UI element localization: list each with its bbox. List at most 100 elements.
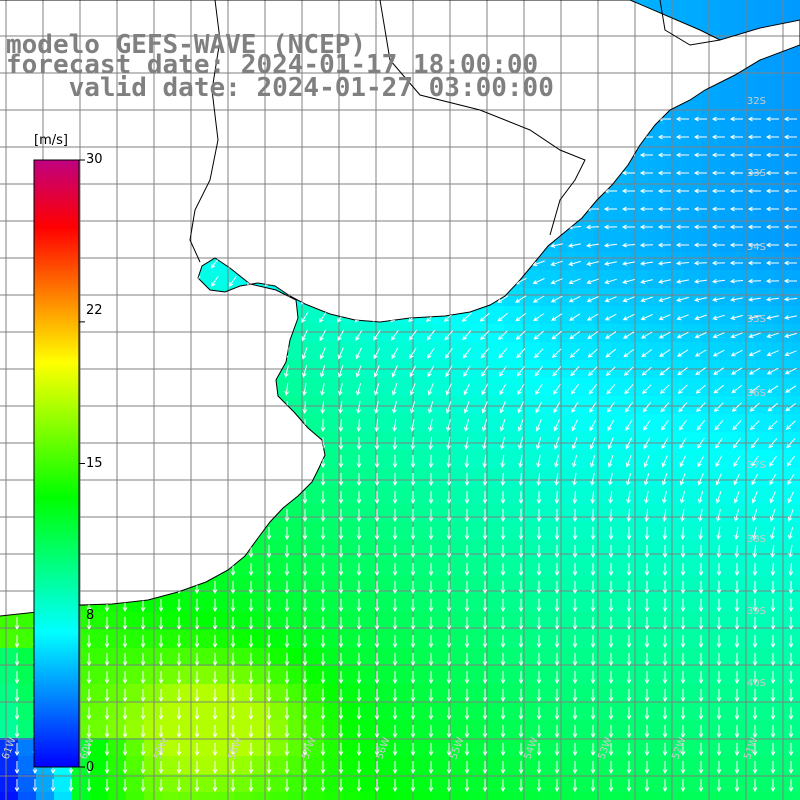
wind-speed-cell — [450, 738, 469, 757]
wind-speed-cell — [558, 630, 577, 649]
wind-arrow — [662, 779, 668, 793]
wind-arrow — [572, 779, 578, 793]
wind-arrow — [680, 635, 686, 649]
wind-arrow — [320, 509, 326, 523]
wind-arrow — [662, 671, 668, 685]
wind-arrow — [644, 707, 650, 721]
wind-speed-cell — [324, 594, 343, 613]
wind-speed-cell — [594, 504, 613, 523]
wind-arrow — [320, 599, 326, 613]
wind-arrow — [748, 350, 761, 357]
wind-arrow — [320, 743, 326, 757]
wind-arrow — [662, 509, 667, 522]
wind-speed-cell — [432, 738, 451, 757]
wind-arrow — [554, 490, 560, 505]
wind-speed-cell — [648, 648, 667, 667]
wind-speed-cell — [522, 774, 541, 793]
wind-arrow — [639, 188, 653, 194]
wind-arrow — [554, 581, 560, 595]
wind-speed-cell — [450, 612, 469, 631]
wind-arrow — [662, 707, 668, 721]
wind-speed-cell — [540, 774, 559, 793]
wind-speed-cell — [198, 648, 217, 667]
wind-speed-cell — [432, 450, 451, 469]
wind-speed-cell — [504, 486, 523, 505]
wind-speed-cell — [360, 612, 379, 631]
wind-speed-cell — [306, 630, 325, 649]
wind-speed-cell — [450, 504, 469, 523]
wind-arrow — [639, 170, 653, 176]
wind-arrow — [482, 491, 488, 505]
colorbar-tick-0: 0 — [86, 760, 95, 775]
wind-speed-cell — [612, 414, 631, 433]
wind-speed-cell — [396, 630, 415, 649]
wind-arrow — [734, 725, 740, 739]
wind-arrow — [535, 383, 543, 395]
wind-arrow — [711, 206, 725, 212]
wind-arrow — [662, 545, 668, 559]
wind-speed-cell — [396, 774, 415, 793]
wind-speed-cell — [342, 594, 361, 613]
wind-speed-cell — [558, 612, 577, 631]
wind-arrow — [621, 206, 635, 212]
wind-arrow — [770, 599, 776, 613]
wind-arrow — [659, 366, 671, 376]
wind-arrow — [302, 491, 308, 505]
wind-arrow — [621, 224, 635, 230]
wind-speed-cell — [414, 468, 433, 487]
wind-speed-cell — [450, 684, 469, 703]
wind-speed-cell — [126, 702, 145, 721]
wind-arrow — [248, 671, 254, 685]
wind-arrow — [500, 653, 506, 667]
wind-arrow — [14, 689, 20, 703]
wind-arrow — [230, 761, 236, 775]
wind-speed-cell — [792, 648, 800, 667]
wind-arrow — [766, 315, 779, 320]
wind-speed-cell — [756, 684, 775, 703]
wind-arrow — [732, 420, 742, 431]
wind-arrow — [392, 473, 398, 487]
wind-arrow — [698, 725, 704, 739]
wind-speed-cell — [306, 576, 325, 595]
wind-arrow — [604, 296, 617, 303]
wind-speed-cell — [216, 648, 235, 667]
wind-speed-cell — [432, 612, 451, 631]
wind-speed-cell — [234, 774, 253, 793]
wind-speed-cell — [486, 342, 505, 361]
wind-arrow — [644, 491, 649, 504]
wind-arrow — [497, 295, 509, 303]
wind-arrow — [572, 743, 578, 757]
wind-speed-cell — [0, 792, 19, 800]
wind-speed-cell — [450, 540, 469, 559]
wind-speed-cell — [540, 702, 559, 721]
wind-arrow — [427, 365, 435, 378]
wind-arrow — [711, 152, 725, 158]
wind-arrow — [320, 689, 326, 703]
wind-speed-cell — [126, 684, 145, 703]
wind-arrow — [711, 224, 725, 230]
wind-speed-cell — [504, 306, 523, 325]
wind-arrow — [536, 779, 542, 793]
wind-arrow — [86, 761, 92, 775]
wind-arrow — [768, 438, 778, 449]
wind-speed-cell — [126, 648, 145, 667]
wind-arrow — [554, 743, 560, 757]
wind-arrow — [765, 152, 779, 158]
title-valid-date: valid date: 2024-01-27 03:00:00 — [6, 73, 554, 103]
wind-arrow — [410, 419, 415, 432]
lat-label: 34S — [747, 242, 766, 253]
wind-arrow — [410, 779, 416, 793]
wind-speed-cell — [684, 666, 703, 685]
wind-arrow — [446, 509, 452, 523]
wind-arrow — [730, 332, 743, 339]
wind-arrow — [479, 312, 490, 322]
wind-arrow — [266, 653, 272, 667]
wind-speed-cell — [720, 234, 739, 253]
wind-arrow — [374, 779, 380, 793]
wind-arrow — [230, 599, 236, 613]
wind-arrow — [158, 635, 164, 649]
wind-arrow — [518, 617, 524, 631]
wind-arrow — [643, 473, 650, 486]
wind-speed-cell — [450, 576, 469, 595]
wind-arrow — [572, 671, 578, 685]
